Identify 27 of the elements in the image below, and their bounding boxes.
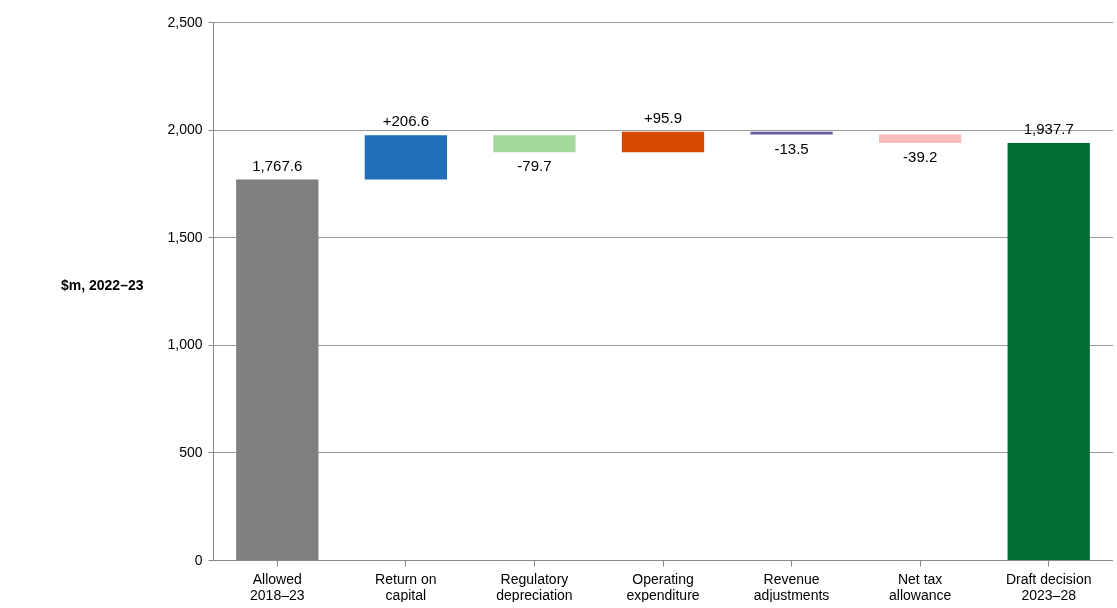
x-tick-label: Return on capital	[375, 570, 437, 603]
data-label: -39.2	[903, 148, 938, 166]
bar	[621, 131, 705, 153]
x-tick-label: Revenue adjustments	[753, 570, 830, 603]
y-tick-label: 500	[179, 443, 203, 460]
data-label: -79.7	[517, 157, 552, 175]
y-tick-label: 2,500	[167, 13, 203, 30]
data-label: +206.6	[382, 112, 430, 130]
bar	[1007, 143, 1090, 560]
x-tick-label: Operating expenditure	[626, 570, 700, 603]
x-tick-label: Draft decision 2023–28	[1005, 570, 1092, 603]
x-tick-label: Allowed 2018–23	[250, 570, 305, 603]
bar	[364, 135, 447, 180]
data-label: -13.5	[774, 139, 809, 157]
y-tick-label: 1,000	[167, 336, 203, 353]
bar	[493, 135, 576, 153]
bar	[879, 134, 962, 144]
y-tick-label: 2,000	[167, 121, 203, 138]
y-tick-label: 0	[194, 551, 203, 568]
bar	[750, 131, 833, 135]
data-label: 1,767.6	[252, 156, 303, 174]
y-axis-title: $m, 2022–23	[60, 276, 144, 293]
x-tick-label: Regulatory depreciation	[496, 570, 573, 603]
x-tick-label: Net tax allowance	[889, 570, 952, 603]
data-label: 1,937.7	[1023, 120, 1074, 138]
data-label: +95.9	[644, 108, 682, 126]
y-tick-label: 1,500	[167, 228, 203, 245]
